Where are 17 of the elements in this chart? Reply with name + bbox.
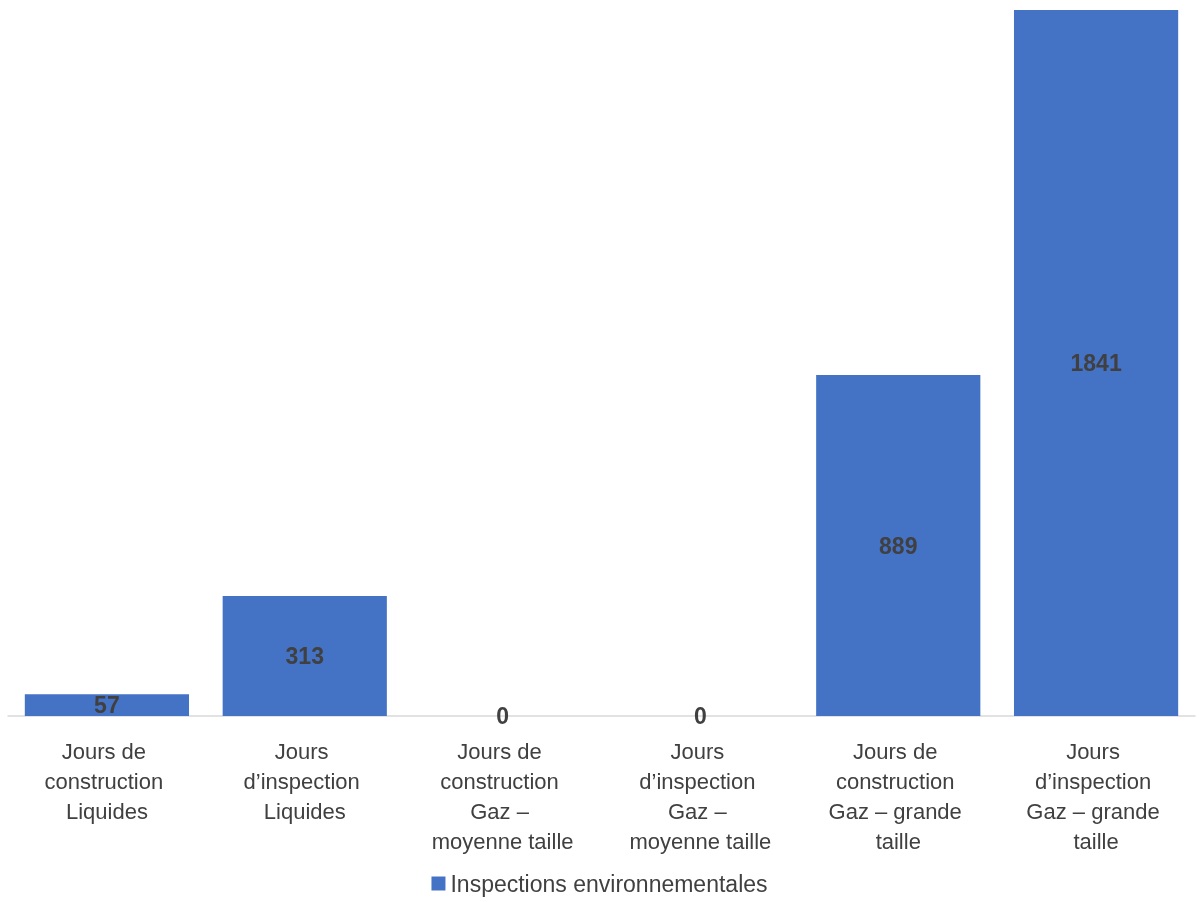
x-tick-label: Jours d’inspection Gaz – moyenne taille [629, 738, 772, 854]
x-tick-label: Jours de construction Liquides [44, 738, 170, 824]
data-label: 1841 [1070, 350, 1122, 376]
x-tick-label: Jours d’inspection Liquides [243, 738, 366, 824]
bar [816, 375, 981, 716]
bar [222, 595, 387, 716]
data-label: 889 [879, 532, 918, 559]
data-label: 0 [694, 703, 707, 729]
bar [1013, 10, 1179, 716]
data-label: 0 [496, 703, 509, 729]
x-tick-label: Jours de construction Gaz – moyenne taille [431, 738, 574, 854]
x-tick-label: Jours d’inspection Gaz – grande taille [1026, 738, 1166, 854]
legend-label: Inspections environnementales [450, 870, 768, 897]
x-tick-label: Jours de construction Gaz – grande taille [828, 738, 968, 854]
data-label: 313 [285, 642, 324, 669]
bar [24, 694, 190, 716]
data-label: 57 [94, 692, 120, 719]
